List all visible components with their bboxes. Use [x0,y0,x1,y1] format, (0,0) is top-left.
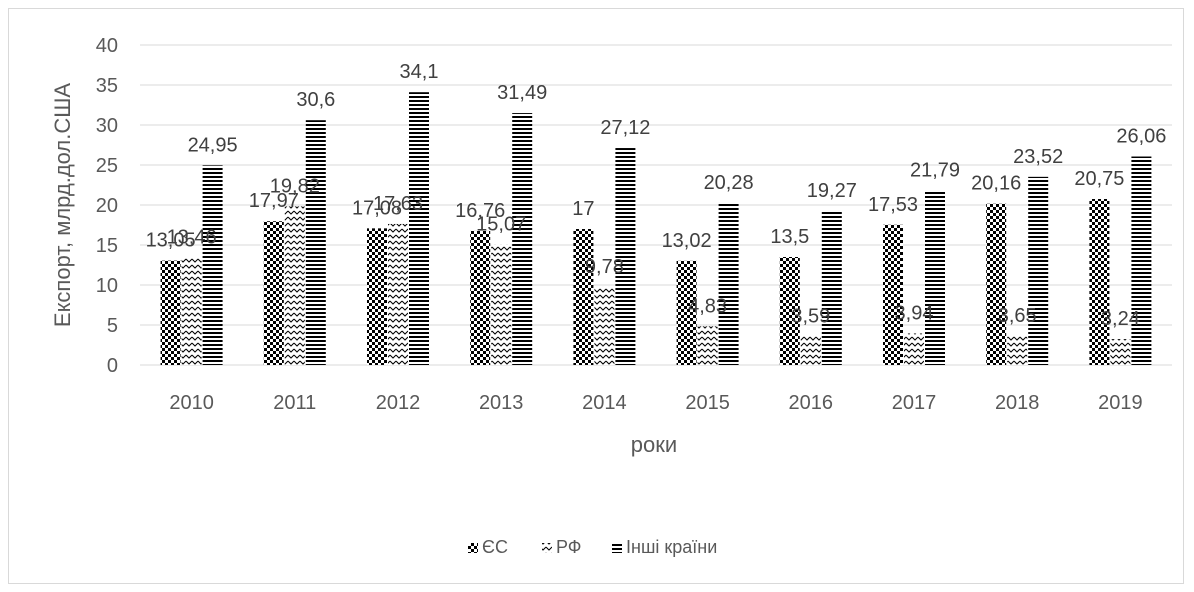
x-tick-label: 2019 [1098,392,1143,414]
bar [1007,335,1028,365]
legend-swatch [542,543,552,553]
y-tick-label: 20 [96,195,118,217]
data-label: 34,1 [400,61,439,83]
bar [263,221,284,365]
x-tick-label: 2011 [273,392,316,414]
data-label: 19,27 [807,180,857,202]
x-tick-label: 2018 [995,392,1040,414]
y-tick-label: 15 [96,235,118,257]
data-label: 15,07 [476,213,526,235]
bar [594,286,615,365]
bar [160,260,181,365]
data-label: 20,75 [1074,168,1124,190]
bar [512,113,533,365]
x-tick-label: 2017 [892,392,937,414]
x-tick-label: 2014 [582,392,627,414]
data-label: 3,94 [895,302,934,324]
data-label: 16,76 [455,200,505,222]
x-axis-ticks: 2010 2011 2012 2013 2014 2015 2016 2017 2018 2019 [169,392,1142,414]
y-tick-label: 5 [107,315,118,337]
data-label: 17,08 [352,197,402,219]
bar [697,326,718,365]
legend-swatch [468,543,478,553]
x-tick-label: 2010 [169,392,214,414]
data-label: 17,53 [868,194,918,216]
y-tick-label: 10 [96,275,118,297]
data-label: 3,24 [1101,308,1140,330]
data-label: 30,6 [296,89,335,111]
bar [1131,156,1152,365]
data-label: 21,79 [910,160,960,182]
data-label: 3,65 [998,305,1037,327]
bar [409,92,429,365]
bar [925,190,945,365]
data-label: 13,05 [146,230,196,252]
data-label: 13,46 [167,226,217,248]
x-tick-label: 2013 [479,392,524,414]
y-tick-label: 40 [96,35,118,57]
data-label: 17,63 [373,193,423,215]
bar [470,230,491,365]
y-tick-label: 30 [96,115,118,137]
legend-label: РФ [556,537,582,557]
legend-label: ЄС [482,537,508,557]
y-tick-label: 25 [96,155,118,177]
bar [181,257,202,365]
bar [986,203,1007,365]
data-label: 17 [572,198,594,220]
legend: ЄС РФ Інші країни [468,537,717,557]
bar [1089,199,1110,365]
bar [718,202,739,365]
data-label: 24,95 [188,134,238,156]
legend-label: Інші країни [626,537,717,557]
bar [615,148,636,365]
x-tick-label: 2016 [789,392,834,414]
bar [779,257,800,365]
data-label: 13,5 [770,226,809,248]
data-label: 20,16 [971,173,1021,195]
bar [305,120,326,365]
y-axis-title: Експорт, млрд.дол.США [50,83,75,328]
data-label: 13,02 [662,230,712,252]
bar [883,224,903,365]
bar [284,206,305,365]
y-axis-ticks: 0 5 10 15 20 25 30 35 40 [96,35,118,377]
data-label: 9,78 [585,256,624,278]
data-label: 3,59 [791,305,830,327]
bar [904,333,924,365]
x-axis-title: роки [631,432,677,457]
bar [800,336,821,365]
bar [821,210,842,365]
data-label: 19,82 [270,175,320,197]
legend-swatch [612,543,622,553]
y-tick-label: 35 [96,75,118,97]
data-label: 4,83 [688,295,727,317]
data-label: 31,49 [497,82,547,104]
bar [367,228,387,365]
bar [1110,339,1131,365]
x-tick-label: 2015 [685,392,730,414]
data-label: 20,28 [704,172,754,194]
data-label: 27,12 [600,117,650,139]
bar [388,223,408,365]
y-tick-label: 0 [107,355,118,377]
data-label: 26,06 [1116,126,1166,148]
bar [1028,176,1049,365]
bar [202,165,223,365]
bars [160,92,1152,365]
bar [491,244,512,365]
x-tick-label: 2012 [376,392,421,414]
data-label: 23,52 [1013,146,1063,168]
data-label: 17,97 [249,190,299,212]
bar [573,229,594,365]
bar [676,260,697,365]
